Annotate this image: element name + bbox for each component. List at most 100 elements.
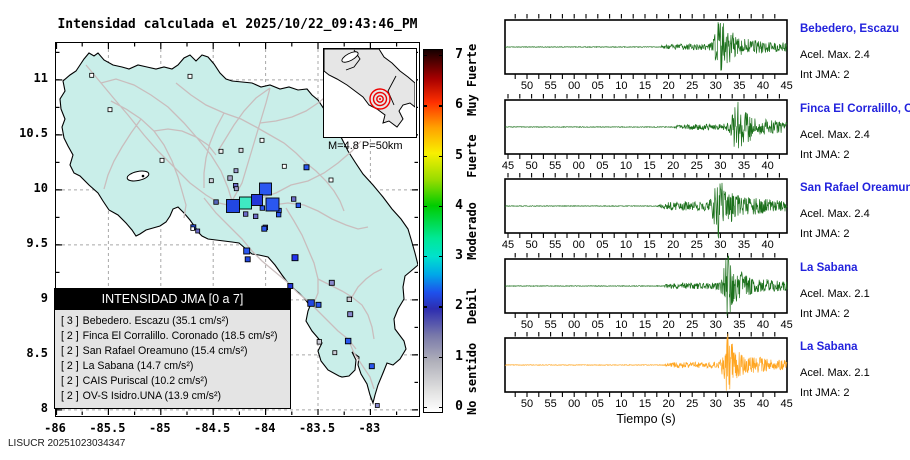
station-int-jma: Int JMA: 2 xyxy=(800,228,850,240)
intensity-marker xyxy=(227,175,233,181)
intensity-marker xyxy=(159,157,165,163)
colorbar-tick xyxy=(423,54,427,57)
station-acel-max: Acel. Max. 2.4 xyxy=(800,128,870,141)
legend-item-level: [ 2 ] xyxy=(61,359,79,372)
seismogram-x-tick-label: 00 xyxy=(573,160,585,172)
lat-tick-label: 8 xyxy=(40,401,48,415)
intensity-marker xyxy=(226,199,240,213)
colorbar-tick xyxy=(439,256,443,258)
event-magnitude-depth: M=4.8 P=50km xyxy=(328,140,403,152)
intensity-marker xyxy=(344,337,352,345)
intensity-marker xyxy=(374,403,380,408)
colorbar-tick xyxy=(439,205,443,208)
seismogram-x-tick-label: 10 xyxy=(615,319,627,331)
intensity-colorbar xyxy=(423,49,443,413)
seismogram-x-tick-label: 30 xyxy=(710,319,722,331)
intensity-marker xyxy=(190,226,195,231)
seismogram-x-tick-label: 45 xyxy=(780,398,792,410)
intensity-marker xyxy=(107,107,113,113)
seismogram-x-tick-label: 30 xyxy=(710,80,722,92)
intensity-marker xyxy=(259,137,265,143)
inset-border-panama xyxy=(387,75,397,106)
lat-tick-label: 9 xyxy=(40,291,48,305)
seismogram-x-tick-label: 40 xyxy=(757,398,769,410)
station-int-jma: Int JMA: 2 xyxy=(800,69,850,81)
seismogram-x-tick-label: 40 xyxy=(761,160,773,172)
colorbar-tick xyxy=(439,155,443,157)
seismogram-x-tick-label: 15 xyxy=(643,160,655,172)
intensity-marker xyxy=(238,147,244,153)
colorbar-tick xyxy=(423,105,427,107)
seismogram-x-tick-label: 55 xyxy=(544,319,556,331)
seismogram-x-tick-label: 45 xyxy=(502,160,514,172)
colorbar-tick-label: 3 xyxy=(455,248,463,264)
seismogram-x-tick-label: 05 xyxy=(592,80,604,92)
intensity-marker xyxy=(291,254,299,262)
colorbar-tick xyxy=(439,356,443,359)
seismogram-x-tick-label: 25 xyxy=(691,160,703,172)
station-acel-max: Acel. Max. 2.1 xyxy=(800,287,870,300)
legend-item-text: CAIS Puriscal (10.2 cm/s²) xyxy=(82,374,208,387)
seismogram-x-tick-label: 00 xyxy=(573,239,585,251)
lat-tick-label: 9.5 xyxy=(26,236,48,250)
seismogram-x-tick-label: 50 xyxy=(521,319,533,331)
seismogram-x-tick-label: 45 xyxy=(780,319,792,331)
intensity-marker xyxy=(328,177,334,183)
epicenter-icon xyxy=(369,88,391,110)
seismogram-x-tick-label: 25 xyxy=(686,319,698,331)
intensity-marker xyxy=(307,299,315,307)
lat-tick-label: 11 xyxy=(33,71,48,85)
colorbar-tick-label: 7 xyxy=(455,46,463,62)
colorbar-category-label: No sentido xyxy=(465,343,479,416)
inset-lake xyxy=(341,51,359,63)
seismogram-x-tick-label: 35 xyxy=(738,239,750,251)
seismogram-x-tick-label: 40 xyxy=(757,80,769,92)
station-acel-max: Acel. Max. 2.4 xyxy=(800,49,870,61)
intensity-marker xyxy=(242,211,249,217)
seismogram-x-tick-label: 15 xyxy=(639,80,651,92)
lon-tick-label: -86 xyxy=(44,421,66,435)
seismogram-x-tick-label: 10 xyxy=(620,160,632,172)
seismogram-x-tick-label: 20 xyxy=(667,239,679,251)
seismogram-x-tick-label: 45 xyxy=(502,239,514,251)
intensity-marker xyxy=(259,205,266,211)
seismogram-x-tick-label: 15 xyxy=(643,239,655,251)
lon-tick-label: -84.5 xyxy=(194,421,231,435)
intensity-marker xyxy=(239,196,252,210)
colorbar-tick-label: 1 xyxy=(455,348,463,364)
intensity-marker xyxy=(315,301,322,308)
legend-item-level: [ 2 ] xyxy=(61,389,79,402)
colorbar-category-label: Fuerte xyxy=(465,133,479,178)
intensity-marker xyxy=(295,202,302,209)
intensity-marker xyxy=(328,279,335,286)
intensity-marker xyxy=(243,247,251,255)
colorbar-tick xyxy=(423,256,427,258)
lake-island xyxy=(141,174,145,178)
legend-title: INTENSIDAD JMA [0 a 7] xyxy=(55,289,290,310)
lon-tick-label: -84 xyxy=(253,421,276,435)
seismogram-x-tick-label: 25 xyxy=(686,80,698,92)
seismogram-x-tick-label: 35 xyxy=(738,160,750,172)
seismogram-x-tick-label: 35 xyxy=(733,398,745,410)
intensity-marker xyxy=(252,213,259,220)
station-acel-max: Acel. Max. 2.4 xyxy=(800,208,870,220)
lon-tick-label: -83.5 xyxy=(298,421,336,435)
station-int-jma: Int JMA: 2 xyxy=(800,307,850,320)
seismogram-x-tick-label: 30 xyxy=(714,160,726,172)
intensity-marker xyxy=(218,148,224,154)
intensity-marker xyxy=(275,211,282,218)
colorbar-tick-label: 4 xyxy=(455,197,463,213)
intensity-marker xyxy=(346,296,353,303)
seismogram-panel: 45 50 55 00 05 10 15 20 25 30 35 40 xyxy=(502,93,788,172)
seismogram-x-tick-label: 20 xyxy=(667,160,679,172)
legend-item-text: Finca El Corralillo. Coronado (18.5 cm/s… xyxy=(82,329,278,342)
intensity-marker xyxy=(213,199,219,205)
seismogram-x-tick-label: 15 xyxy=(639,319,651,331)
intensity-marker xyxy=(281,163,287,169)
inset-locator-map xyxy=(323,48,417,138)
intensity-marker xyxy=(233,186,239,192)
colorbar-tick xyxy=(439,105,443,107)
station-name: Bebedero, Escazu xyxy=(800,23,900,35)
seismogram-x-tick-label: 05 xyxy=(596,160,608,172)
seismogram-x-tick-label: 05 xyxy=(592,319,604,331)
